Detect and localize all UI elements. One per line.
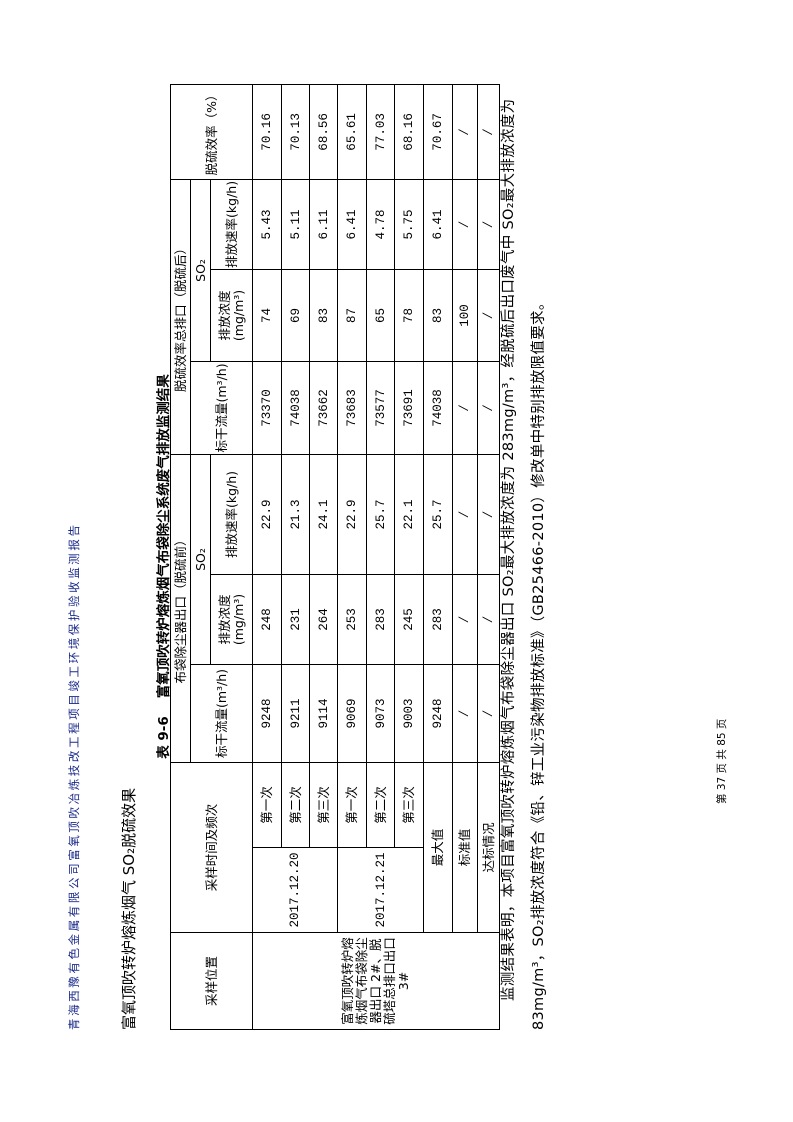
table-body: 富氧顶吹转炉熔炼烟气布袋除尘器出口 2#、脱硫塔总排口出口 3# 2017.12.… [252, 84, 500, 1030]
header-conc-after: 排放浓度(mg/m³) [210, 269, 253, 362]
conc2-cell: 83 [423, 269, 453, 362]
flow2-cell: 73662 [309, 361, 338, 455]
conc1-cell: 283 [366, 574, 395, 665]
flow1-cell: 9248 [252, 664, 282, 763]
header-efficiency: 脱硫效率（%） [170, 84, 253, 180]
conc2-cell: 87 [337, 269, 367, 362]
header-before: 布袋除尘器出口（脱硫前） [170, 454, 191, 763]
rate1-cell: 22.9 [337, 454, 367, 575]
flow1-cell: 9069 [337, 664, 367, 763]
conc2-cell: 65 [366, 269, 395, 362]
rate1-cell: 25.7 [423, 454, 453, 575]
flow1-cell: 9003 [394, 664, 424, 763]
frequency-cell: 第二次 [366, 762, 395, 848]
header-flow-after: 标干流量(m³/h) [190, 361, 253, 455]
rate2-cell: 5.75 [394, 179, 424, 270]
conc2-cell: 69 [281, 269, 310, 362]
conc1-cell: 245 [394, 574, 424, 665]
table-row: 2017.12.21 第一次 9069 253 22.9 73683 87 6.41 65.61 [337, 84, 424, 1029]
rate2-cell: 6.11 [309, 179, 338, 270]
eff-cell: 70.13 [281, 84, 310, 180]
conc1-cell: 264 [309, 574, 338, 665]
rate2-cell: 5.11 [281, 179, 310, 270]
section-title: 富氧顶吹转炉熔炼烟气 SO₂脱硫效果 [120, 787, 138, 1030]
rate1-cell: 22.1 [394, 454, 424, 575]
rate1-cell: / [452, 454, 478, 575]
conc1-cell: 283 [423, 574, 453, 665]
page-footer: 第 37 页 共 85 页 [716, 718, 728, 804]
rate1-cell: 24.1 [309, 454, 338, 575]
eff-cell: / [452, 84, 478, 180]
flow1-cell: 9211 [281, 664, 310, 763]
flow1-cell: 9073 [366, 664, 395, 763]
conc2-cell: 100 [452, 269, 478, 362]
header-flow-before: 标干流量(m³/h) [190, 664, 253, 763]
flow1-cell: 9248 [423, 664, 453, 763]
eff-cell: 65.61 [337, 84, 367, 180]
header-after: 脱硫效率总排口（脱硫后） [170, 179, 191, 455]
frequency-cell: 第二次 [281, 762, 310, 848]
date-cell: 2017.12.21 [337, 847, 424, 933]
summary-label: 标准值 [452, 762, 478, 933]
flow2-cell: 73370 [252, 361, 282, 455]
conclusion-paragraph: 监测结果表明，本项目富氧顶吹转炉熔炼烟气布袋除尘器出口 SO₂最大排放浓度为 2… [501, 98, 547, 1030]
rate2-cell: / [452, 179, 478, 270]
eff-cell: 77.03 [366, 84, 395, 180]
rate1-cell: 25.7 [366, 454, 395, 575]
flow2-cell: 73577 [366, 361, 395, 455]
conc2-cell: 78 [394, 269, 424, 362]
frequency-cell: 第三次 [394, 762, 424, 848]
frequency-cell: 第三次 [309, 762, 338, 848]
header-so2-after: SO₂ [190, 179, 211, 362]
rate1-cell: 21.3 [281, 454, 310, 575]
frequency-cell: 第一次 [252, 762, 282, 848]
flow2-cell: 73691 [394, 361, 424, 455]
rate1-cell: 22.9 [252, 454, 282, 575]
header-rate-before: 排放速率(kg/h) [210, 454, 253, 575]
header-location: 采样位置 [170, 932, 253, 1030]
running-header: 青海西豫有色金属有限公司富氧顶吹冶炼技改工程项目竣工环境保护验收监测报告 [67, 522, 81, 1030]
conc1-cell: 231 [281, 574, 310, 665]
eff-cell: 70.67 [423, 84, 453, 180]
conc1-cell: 253 [337, 574, 367, 665]
date-cell: 2017.12.20 [252, 847, 338, 933]
summary-label: 最大值 [423, 762, 453, 933]
flow1-cell: 9114 [309, 664, 338, 763]
rate2-cell: 6.41 [423, 179, 453, 270]
table-row: 富氧顶吹转炉熔炼烟气布袋除尘器出口 2#、脱硫塔总排口出口 3# 2017.12.… [252, 84, 500, 1030]
rate2-cell: 6.41 [337, 179, 367, 270]
conc2-cell: 74 [252, 269, 282, 362]
frequency-cell: 第一次 [337, 762, 367, 848]
table-caption: 表 9-6富氧顶吹转炉熔炼烟气布袋除尘系统废气排放监测结果 [152, 85, 172, 1030]
header-rate-after: 排放速率(kg/h) [210, 179, 253, 270]
header-conc-before: 排放浓度(mg/m³) [210, 574, 253, 665]
header-so2-before: SO₂ [190, 454, 211, 665]
flow1-cell: / [452, 664, 478, 763]
header-time: 采样时间及频次 [170, 762, 253, 933]
eff-cell: 70.16 [252, 84, 282, 180]
flow2-cell: 74038 [281, 361, 310, 455]
rate2-cell: 5.43 [252, 179, 282, 270]
eff-cell: 68.56 [309, 84, 338, 180]
summary-row: 最大值 9248 283 25.7 74038 83 6.41 70.67 [423, 84, 453, 1029]
summary-row: 标准值 / / //100// [452, 84, 478, 1029]
flow2-cell: / [452, 361, 478, 455]
flow2-cell: 73683 [337, 361, 367, 455]
monitoring-table: 采样位置 采样时间及频次 布袋除尘器出口（脱硫前） 脱硫效率总排口（脱硫后） 脱… [170, 84, 500, 1030]
flow2-cell: 74038 [423, 361, 453, 455]
eff-cell: 68.16 [394, 84, 424, 180]
location-cell: 富氧顶吹转炉熔炼烟气布袋除尘器出口 2#、脱硫塔总排口出口 3# [252, 932, 500, 1030]
rate2-cell: 4.78 [366, 179, 395, 270]
conc2-cell: 83 [309, 269, 338, 362]
conc1-cell: / [452, 574, 478, 665]
conc1-cell: 248 [252, 574, 282, 665]
